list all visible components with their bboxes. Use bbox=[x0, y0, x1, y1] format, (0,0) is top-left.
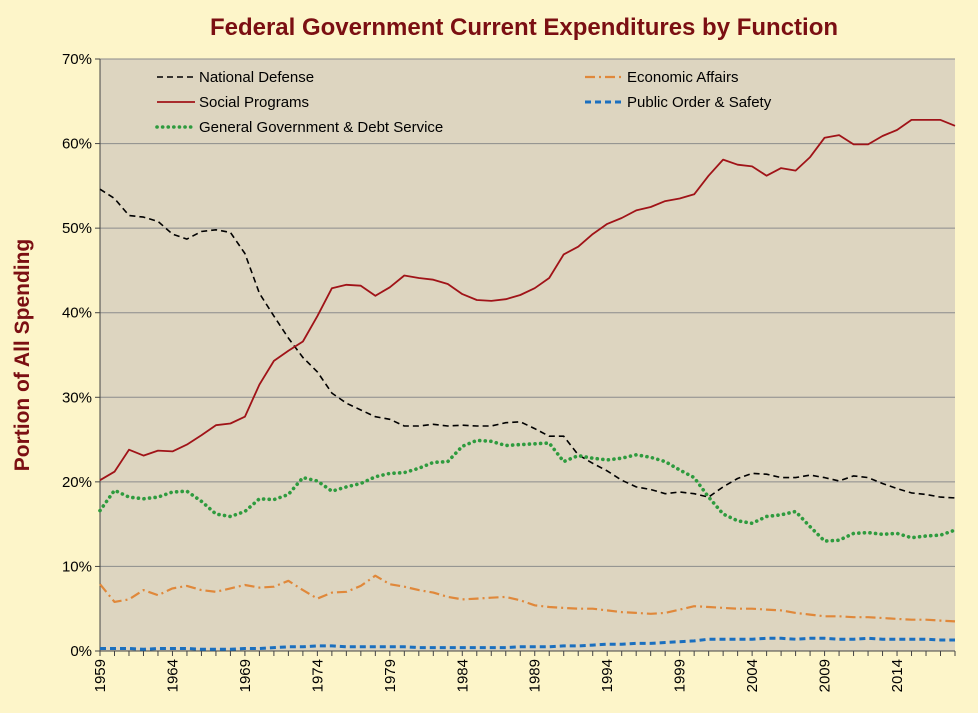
legend-label-social-programs: Social Programs bbox=[199, 94, 309, 111]
x-axis-ticks: 1959 1964 1969 1974 1979 1984 1989 1994 1999 2004… bbox=[92, 650, 956, 692]
legend-label-public-order-safety: Public Order & Safety bbox=[627, 94, 772, 111]
x-tick-label: 1989 bbox=[527, 659, 544, 692]
x-tick-label: 2009 bbox=[817, 659, 834, 692]
x-tick-label: 2004 bbox=[744, 659, 761, 692]
y-tick-label: 30% bbox=[62, 389, 92, 406]
y-tick-label: 10% bbox=[62, 558, 92, 575]
y-tick-label: 60% bbox=[62, 136, 92, 153]
series-layer bbox=[98, 119, 957, 651]
y-axis-label: Portion of All Spending bbox=[11, 239, 34, 472]
chart-title: Federal Government Current Expenditures … bbox=[210, 14, 838, 41]
y-tick-label: 70% bbox=[62, 51, 92, 68]
y-axis-ticks: 0% 10% 20% 30% 40% 50% 60% 70% bbox=[62, 51, 101, 660]
x-tick-label: 1974 bbox=[309, 659, 326, 692]
legend-label-economic-affairs: Economic Affairs bbox=[627, 69, 738, 86]
series-line-national-defense bbox=[99, 188, 956, 499]
x-tick-label: 1999 bbox=[672, 659, 689, 692]
legend-label-national-defense: National Defense bbox=[199, 69, 314, 86]
y-tick-label: 50% bbox=[62, 220, 92, 237]
y-tick-label: 40% bbox=[62, 305, 92, 322]
grid-lines bbox=[100, 58, 955, 567]
x-tick-label: 1969 bbox=[237, 659, 254, 692]
series-line-public-order-safety bbox=[100, 636, 955, 651]
x-tick-label: 1979 bbox=[382, 659, 399, 692]
legend-label-general-government-debt-service: General Government & Debt Service bbox=[199, 119, 443, 136]
series-line-economic-affairs bbox=[99, 574, 956, 623]
series-line-social-programs bbox=[99, 119, 956, 481]
y-tick-label: 20% bbox=[62, 474, 92, 491]
plot-background bbox=[100, 59, 955, 651]
legend: National Defense Economic Affairs Social P… bbox=[155, 69, 772, 136]
x-tick-label: 1959 bbox=[92, 659, 109, 692]
x-tick-label: 1984 bbox=[454, 659, 471, 692]
x-tick-label: 1994 bbox=[599, 659, 616, 692]
x-tick-label: 1964 bbox=[164, 659, 181, 692]
y-tick-label: 0% bbox=[70, 643, 92, 660]
x-tick-label: 2014 bbox=[889, 659, 906, 692]
